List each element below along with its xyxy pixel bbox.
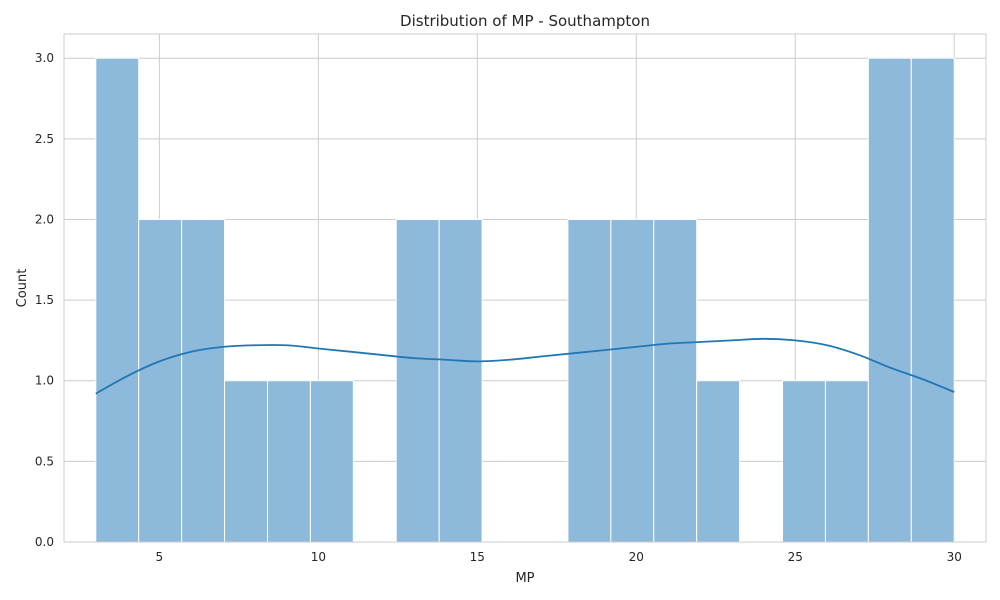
x-tick-label: 25: [788, 550, 803, 564]
histogram-bar: [95, 57, 140, 543]
y-tick-label: 0.5: [35, 454, 54, 468]
histogram-bar: [266, 380, 311, 543]
kde-curve-group: [95, 337, 955, 395]
y-tick-label: 2.5: [35, 132, 54, 146]
plot-frame: [63, 33, 987, 543]
histogram-bar: [696, 380, 741, 543]
histogram-bar: [438, 218, 483, 543]
y-tick-label: 3.0: [35, 51, 54, 65]
x-tick-label: 10: [311, 550, 326, 564]
histogram-bar: [309, 380, 354, 543]
histogram-bar: [138, 218, 183, 543]
x-axis-label: MP: [515, 571, 534, 586]
y-tick-label: 1.0: [35, 374, 54, 388]
histogram-bar: [610, 218, 655, 543]
kde-line: [95, 337, 955, 395]
x-tick-label: 20: [629, 550, 644, 564]
histogram-bar: [567, 218, 612, 543]
y-tick-label: 1.5: [35, 293, 54, 307]
histogram-bar: [395, 218, 440, 543]
histogram-bar: [910, 57, 955, 543]
y-tick-label: 0.0: [35, 535, 54, 549]
x-tick-label: 5: [156, 550, 164, 564]
histogram-bar: [867, 57, 912, 543]
y-tick-labels: 0.0 0.5 1.0 1.5 2.0 2.5 3.0: [35, 51, 54, 549]
x-tick-label: 15: [470, 550, 485, 564]
x-tick-labels: 5 10 15 20 25 30: [156, 550, 962, 564]
histogram-bar: [224, 380, 268, 543]
y-axis-label: Count: [15, 269, 30, 308]
histogram-bar: [782, 380, 826, 543]
histogram-bar: [653, 218, 698, 543]
x-tick-label: 30: [947, 550, 962, 564]
histogram-bar: [824, 380, 869, 543]
histogram-bars: [95, 57, 955, 543]
y-tick-label: 2.0: [35, 212, 54, 226]
chart-title: Distribution of MP - Southampton: [400, 12, 650, 30]
histogram-bar: [181, 218, 226, 543]
